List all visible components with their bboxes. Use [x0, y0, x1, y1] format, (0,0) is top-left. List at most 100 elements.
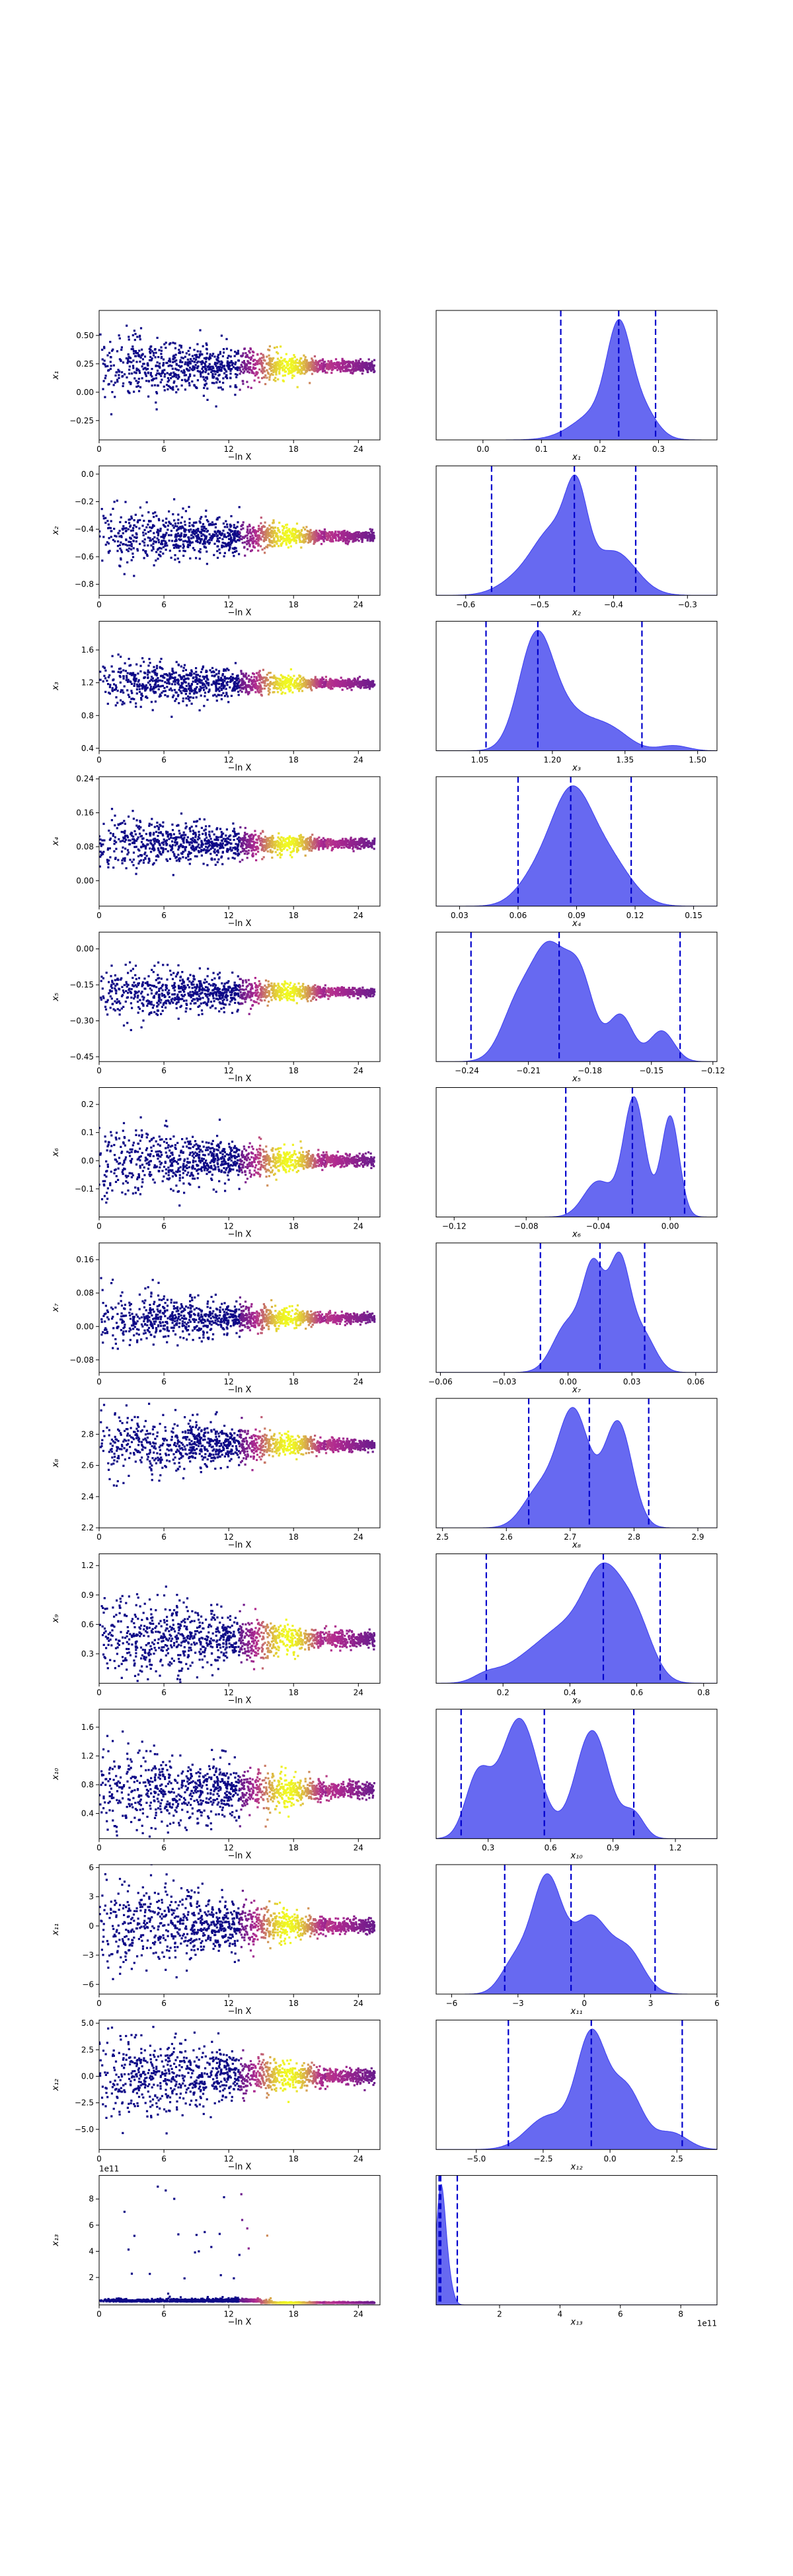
trace-point [159, 679, 162, 682]
trace-point [118, 838, 120, 841]
trace-point [253, 540, 256, 543]
trace-point [190, 358, 192, 361]
trace-point [176, 836, 180, 839]
trace-point [324, 537, 326, 540]
trace-point [248, 841, 251, 844]
trace-point [150, 678, 153, 681]
trace-point [153, 687, 155, 690]
trace-point [254, 374, 256, 377]
trace-point [111, 349, 114, 352]
trace-point [113, 683, 116, 686]
trace-point [350, 684, 352, 686]
trace-point [203, 526, 206, 530]
trace-point [138, 683, 141, 686]
trace-point [340, 366, 342, 369]
trace-point [289, 369, 291, 372]
trace-point [271, 540, 274, 542]
trace-point [158, 696, 161, 698]
trace-point [268, 361, 270, 364]
trace-point [321, 370, 324, 373]
trace-point [236, 838, 239, 840]
trace-point [361, 536, 365, 539]
trace-point [266, 355, 268, 358]
trace-point [282, 691, 284, 694]
trace-point [212, 376, 215, 379]
trace-point [293, 540, 295, 542]
trace-point [265, 534, 268, 536]
trace-point [335, 366, 338, 369]
trace-point [196, 541, 199, 544]
trace-point [348, 682, 351, 685]
trace-point [274, 526, 277, 529]
trace-point [248, 679, 250, 682]
trace-point [133, 371, 136, 374]
trace-point [250, 680, 253, 683]
trace-point [337, 683, 340, 686]
trace-point [208, 358, 211, 361]
trace-point [118, 376, 120, 379]
trace-point [130, 664, 132, 666]
trace-point [230, 678, 233, 681]
trace-point [161, 668, 164, 670]
trace-point [248, 685, 252, 688]
trace-point [221, 361, 223, 364]
trace-point [229, 686, 231, 689]
trace-point [255, 677, 258, 680]
trace-point [247, 852, 250, 855]
trace-point [262, 362, 264, 365]
trace-point [283, 534, 285, 537]
trace-point [359, 687, 362, 690]
trace-point [147, 395, 150, 398]
trace-point [134, 355, 137, 357]
trace-point [345, 368, 348, 371]
trace-point [177, 534, 180, 537]
trace-point [217, 688, 219, 691]
trace-point [145, 532, 147, 535]
trace-point [215, 673, 218, 676]
trace-point [322, 684, 325, 687]
trace-point [274, 380, 277, 382]
trace-point [126, 689, 129, 692]
trace-xlabel: −ln X [228, 764, 252, 773]
trace-point [146, 363, 149, 365]
trace-point [316, 678, 319, 681]
trace-point [305, 365, 308, 367]
trace-point [153, 692, 156, 694]
trace-point [337, 685, 340, 688]
trace-point [174, 536, 176, 538]
trace-point [343, 530, 346, 532]
trace-point [145, 380, 148, 382]
trace-xtick-label: 18 [289, 445, 299, 454]
trace-point [350, 689, 353, 692]
trace-point [124, 832, 126, 834]
trace-point [234, 384, 237, 386]
trace-point [278, 682, 281, 684]
trace-point [230, 676, 233, 678]
trace-point [167, 678, 170, 682]
trace-point [282, 676, 285, 678]
trace-point [196, 361, 198, 364]
trace-point [158, 372, 161, 375]
trace-point [354, 367, 357, 369]
trace-point [165, 341, 167, 344]
trace-point [147, 681, 149, 684]
trace-point [322, 369, 324, 371]
trace-point [360, 534, 363, 537]
trace-point [164, 526, 167, 528]
trace-point [229, 385, 232, 388]
trace-xtick-label: 0 [96, 756, 102, 765]
trace-point [170, 372, 172, 375]
trace-point [153, 532, 155, 534]
trace-point [205, 382, 208, 385]
trace-point [262, 367, 265, 370]
trace-point [353, 532, 356, 535]
trace-point [172, 546, 176, 549]
trace-point [135, 705, 137, 708]
trace-point [174, 691, 177, 694]
trace-point [188, 347, 192, 349]
trace-point [140, 697, 143, 699]
trace-point [124, 859, 126, 862]
trace-point [256, 685, 259, 688]
trace-point [254, 367, 257, 370]
trace-point [173, 380, 176, 383]
